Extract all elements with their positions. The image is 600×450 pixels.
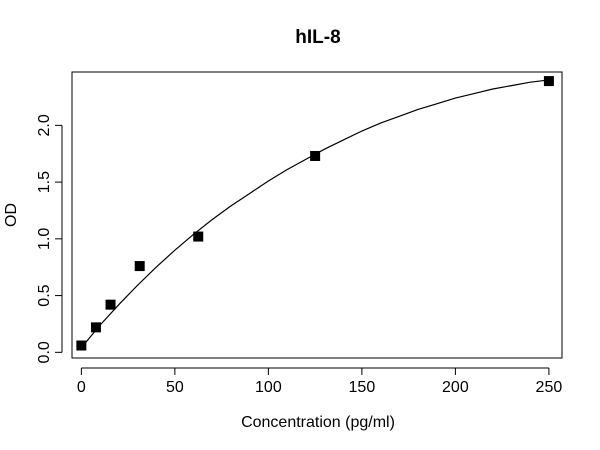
- fit-curve: [80, 79, 549, 349]
- x-tick-label: 250: [536, 379, 563, 396]
- y-tick-label: 0.0: [36, 341, 53, 363]
- x-tick-label: 50: [166, 379, 184, 396]
- y-tick-label: 1.0: [36, 228, 53, 250]
- chart-title: hIL-8: [295, 27, 340, 48]
- x-tick-label: 0: [77, 379, 86, 396]
- y-axis-label: OD: [3, 203, 20, 227]
- data-point: [76, 340, 87, 351]
- data-point: [90, 322, 101, 333]
- data-point: [310, 150, 321, 161]
- data-points: [76, 76, 554, 351]
- y-tick-label: 1.5: [36, 171, 53, 193]
- y-tick-label: 2.0: [36, 114, 53, 136]
- plot-area: [71, 71, 563, 359]
- x-axis: 0 50 100 150 200 250: [77, 367, 563, 396]
- y-tick-label: 0.5: [36, 284, 53, 306]
- data-point: [105, 299, 116, 310]
- x-tick-label: 200: [442, 379, 469, 396]
- x-tick-label: 100: [255, 379, 282, 396]
- data-point: [543, 76, 554, 87]
- x-axis-label: Concentration (pg/ml): [241, 414, 395, 431]
- x-tick-label: 150: [349, 379, 376, 396]
- y-axis: 0.0 0.5 1.0 1.5 2.0: [36, 114, 63, 363]
- data-point: [193, 231, 204, 242]
- data-point: [134, 261, 145, 272]
